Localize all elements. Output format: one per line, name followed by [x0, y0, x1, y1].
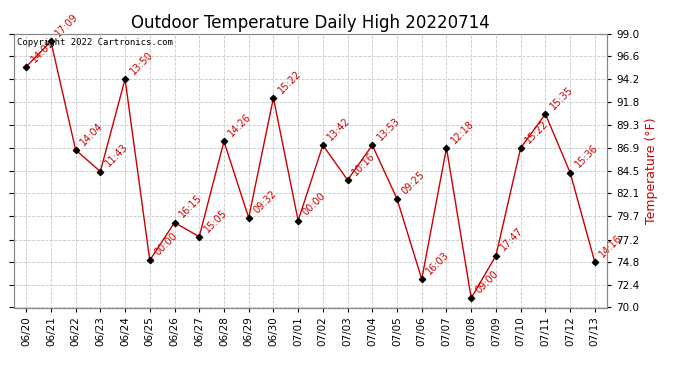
- Point: [466, 295, 477, 301]
- Point: [367, 142, 378, 148]
- Text: 11:43: 11:43: [103, 142, 130, 169]
- Text: 15:22: 15:22: [276, 68, 303, 95]
- Point: [564, 170, 575, 176]
- Text: 00:00: 00:00: [152, 231, 179, 258]
- Text: 17:09: 17:09: [54, 12, 81, 39]
- Text: 15:35: 15:35: [548, 84, 575, 111]
- Text: 09:32: 09:32: [251, 188, 278, 215]
- Text: 16:15: 16:15: [177, 193, 204, 220]
- Text: 14:01: 14:01: [29, 38, 56, 64]
- Text: 09:25: 09:25: [400, 169, 426, 196]
- Point: [268, 95, 279, 101]
- Text: 13:42: 13:42: [326, 116, 353, 142]
- Point: [589, 259, 600, 265]
- Text: 13:50: 13:50: [128, 50, 155, 76]
- Point: [293, 217, 304, 223]
- Text: 15:22: 15:22: [524, 118, 551, 145]
- Point: [169, 219, 180, 225]
- Text: 00:00: 00:00: [301, 191, 328, 218]
- Point: [391, 196, 402, 202]
- Text: 17:47: 17:47: [499, 226, 526, 253]
- Text: 15:36: 15:36: [573, 143, 600, 170]
- Text: 12:18: 12:18: [449, 118, 476, 145]
- Text: 15:05: 15:05: [202, 207, 229, 234]
- Point: [144, 257, 155, 263]
- Point: [491, 253, 502, 259]
- Text: 14:16: 14:16: [598, 233, 624, 260]
- Title: Outdoor Temperature Daily High 20220714: Outdoor Temperature Daily High 20220714: [131, 14, 490, 32]
- Point: [342, 177, 353, 183]
- Point: [540, 111, 551, 117]
- Point: [219, 138, 230, 144]
- Point: [194, 234, 205, 240]
- Point: [95, 169, 106, 175]
- Text: 14:26: 14:26: [227, 112, 253, 139]
- Y-axis label: Temperature (°F): Temperature (°F): [645, 117, 658, 224]
- Point: [317, 142, 328, 148]
- Point: [515, 145, 526, 151]
- Text: 16:03: 16:03: [424, 250, 451, 276]
- Point: [46, 38, 57, 44]
- Point: [441, 145, 452, 151]
- Point: [21, 64, 32, 70]
- Text: 10:16: 10:16: [351, 151, 377, 177]
- Point: [119, 76, 130, 82]
- Point: [416, 276, 427, 282]
- Point: [243, 215, 254, 221]
- Point: [70, 147, 81, 153]
- Text: 14:04: 14:04: [79, 120, 105, 147]
- Text: 09:00: 09:00: [474, 268, 501, 295]
- Text: Copyright 2022 Cartronics.com: Copyright 2022 Cartronics.com: [17, 38, 172, 47]
- Text: 13:53: 13:53: [375, 116, 402, 142]
